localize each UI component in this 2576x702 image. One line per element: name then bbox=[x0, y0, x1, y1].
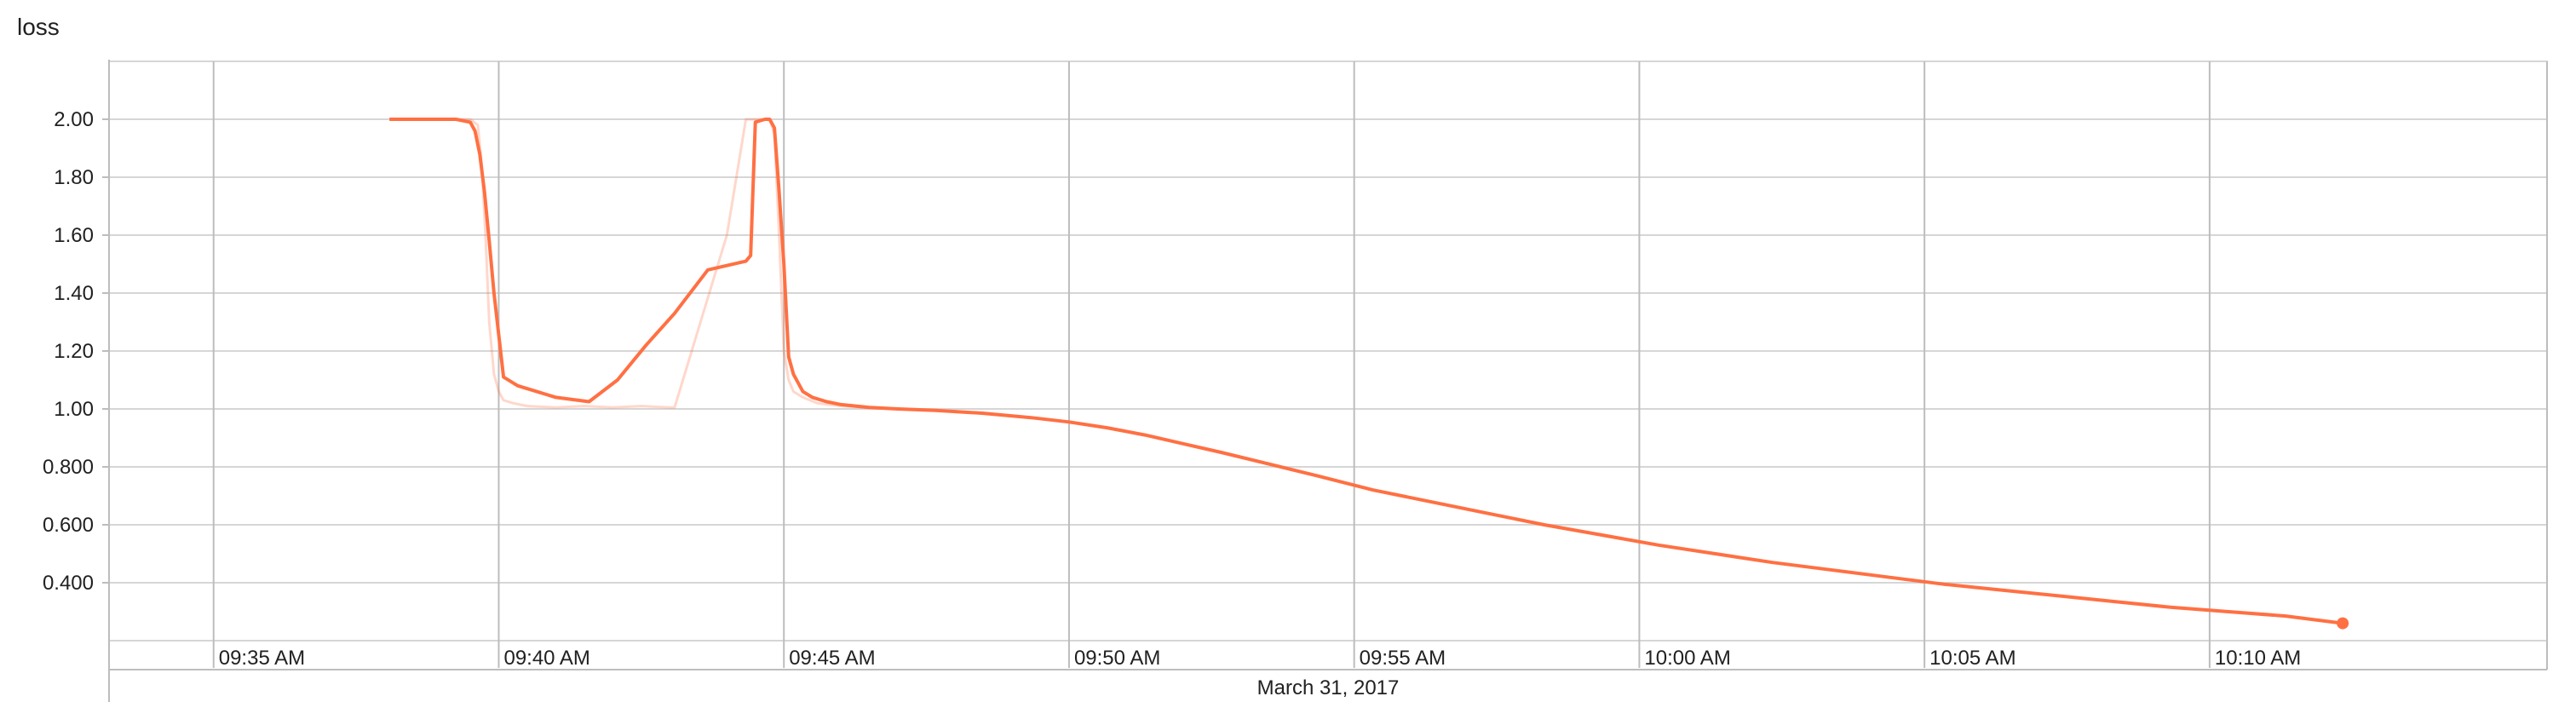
x-tick-label: 09:40 AM bbox=[503, 647, 589, 670]
y-tick-label: 1.60 bbox=[54, 224, 94, 247]
x-tick-label: 10:10 AM bbox=[2215, 647, 2301, 670]
y-tick-label: 1.40 bbox=[54, 282, 94, 305]
x-axis-label: March 31, 2017 bbox=[1257, 676, 1400, 699]
series bbox=[389, 118, 2349, 630]
x-tick-label: 09:55 AM bbox=[1360, 647, 1446, 670]
axes bbox=[102, 60, 2548, 702]
y-tick-label: 0.400 bbox=[43, 572, 94, 595]
raw-loss-line bbox=[389, 118, 2343, 625]
labels: 0.400 0.600 0.800 1.00 1.20 1.40 1.60 1.80 2.00 0… bbox=[43, 108, 2301, 699]
y-tick-label: 0.600 bbox=[43, 514, 94, 537]
y-tick-label: 0.800 bbox=[43, 456, 94, 479]
x-tick-label: 10:05 AM bbox=[1929, 647, 2015, 670]
y-tick-label: 2.00 bbox=[54, 108, 94, 131]
grid bbox=[108, 60, 2548, 668]
y-tick-label: 1.20 bbox=[54, 340, 94, 363]
x-tick-label: 10:00 AM bbox=[1644, 647, 1730, 670]
x-tick-label: 09:45 AM bbox=[789, 647, 875, 670]
x-tick-label: 09:35 AM bbox=[219, 647, 305, 670]
last-point-marker[interactable] bbox=[2337, 617, 2349, 630]
y-tick-label: 1.00 bbox=[54, 398, 94, 421]
smoothed-loss-line[interactable] bbox=[389, 118, 2343, 625]
x-tick-label: 09:50 AM bbox=[1074, 647, 1160, 670]
chart-title: loss bbox=[17, 14, 60, 40]
y-tick-label: 1.80 bbox=[54, 166, 94, 189]
